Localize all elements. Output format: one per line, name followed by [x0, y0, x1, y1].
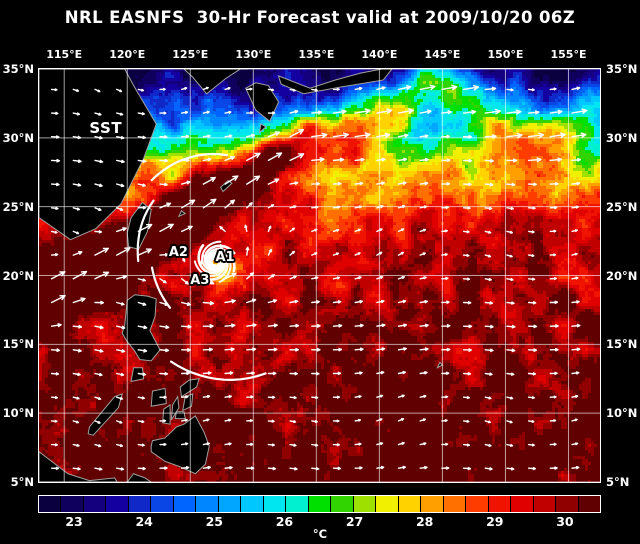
colorbar-swatch-3	[106, 496, 129, 512]
colorbar-swatch-1	[61, 496, 84, 512]
colorbar-tick-24: 24	[135, 514, 152, 529]
colorbar-swatch-14	[353, 496, 377, 512]
map-gridlines	[39, 69, 600, 482]
colorbar-unit-label: °C	[0, 527, 640, 541]
lon-tick-140: 140°E	[361, 48, 397, 61]
landmass-borneo	[39, 451, 118, 482]
landmass-samar	[179, 378, 200, 398]
landmass-ryukyu3	[258, 123, 267, 134]
lat-tick-left-30: 30°N	[3, 131, 34, 145]
landmass-ryukyu2	[177, 210, 187, 218]
landmass-kyushu	[245, 82, 280, 123]
landmass-honshu	[277, 69, 393, 95]
colorbar-tick-26: 26	[276, 514, 293, 529]
lat-tick-left-35: 35°N	[3, 62, 34, 76]
lat-tick-right-10: 10°N	[606, 406, 637, 420]
lat-tick-left-10: 10°N	[3, 406, 34, 420]
landmass-palawan	[87, 393, 123, 436]
colorbar-tick-29: 29	[486, 514, 503, 529]
lon-tick-150: 150°E	[487, 48, 523, 61]
colorbar-swatch-22	[533, 496, 557, 512]
colorbar-swatch-7	[196, 496, 219, 512]
colorbar-swatch-10	[263, 496, 287, 512]
lat-tick-right-30: 30°N	[606, 131, 637, 145]
lat-tick-right-15: 15°N	[606, 337, 637, 351]
colorbar-tick-27: 27	[346, 514, 363, 529]
lon-tick-135: 135°E	[298, 48, 334, 61]
colorbar-swatch-23	[556, 496, 579, 512]
figure-title: NRL EASNFS 30-Hr Forecast valid at 2009/…	[0, 8, 640, 27]
colorbar-swatch-5	[151, 496, 174, 512]
colorbar-swatch-4	[128, 496, 152, 512]
colorbar-swatch-9	[241, 496, 264, 512]
lon-tick-120: 120°E	[109, 48, 145, 61]
colorbar-tick-28: 28	[416, 514, 433, 529]
lon-tick-145: 145°E	[424, 48, 460, 61]
landmass-panay	[150, 387, 167, 407]
cyclone-streamlines	[136, 152, 267, 382]
lon-tick-125: 125°E	[172, 48, 208, 61]
colorbar	[38, 495, 601, 513]
colorbar-swatch-8	[218, 496, 242, 512]
colorbar-swatch-15	[376, 496, 399, 512]
map-panel: SST A1 A2 A3	[38, 68, 601, 483]
colorbar-tick-23: 23	[65, 514, 82, 529]
lon-tick-155: 155°E	[550, 48, 586, 61]
colorbar-tick-25: 25	[206, 514, 223, 529]
lat-tick-right-25: 25°N	[606, 200, 637, 214]
colorbar-tick-30: 30	[556, 514, 573, 529]
lat-tick-right-20: 20°N	[606, 269, 637, 283]
colorbar-swatch-2	[83, 496, 107, 512]
current-vectors	[50, 84, 588, 471]
colorbar-swatch-6	[173, 496, 197, 512]
colorbar-swatch-21	[511, 496, 534, 512]
lon-tick-130: 130°E	[235, 48, 271, 61]
landmass-mindoro	[130, 367, 145, 383]
colorbar-swatch-0	[39, 496, 62, 512]
lat-tick-left-15: 15°N	[3, 337, 34, 351]
colorbar-swatch-17	[421, 496, 444, 512]
colorbar-swatch-16	[398, 496, 422, 512]
colorbar-swatch-13	[331, 496, 354, 512]
colorbar-swatch-11	[286, 496, 309, 512]
landmass-sulawesi	[126, 473, 153, 482]
landmass-guam	[436, 361, 444, 369]
lat-tick-right-5: 5°N	[606, 475, 629, 489]
lat-tick-left-5: 5°N	[11, 475, 34, 489]
colorbar-swatch-20	[488, 496, 512, 512]
landmass-korea	[183, 69, 249, 95]
lat-tick-left-25: 25°N	[3, 200, 34, 214]
lat-tick-left-20: 20°N	[3, 269, 34, 283]
landmass-ryukyu1	[219, 179, 233, 193]
colorbar-swatch-18	[443, 496, 467, 512]
colorbar-swatch-12	[308, 496, 332, 512]
colorbar-swatch-19	[466, 496, 489, 512]
colorbar-swatch-24	[578, 496, 601, 512]
lat-tick-right-35: 35°N	[606, 62, 637, 76]
lon-tick-115: 115°E	[46, 48, 82, 61]
